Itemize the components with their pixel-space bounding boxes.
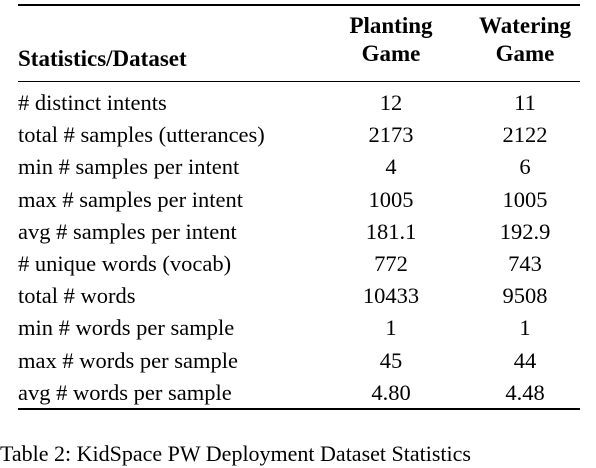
row-label: # unique words (vocab): [18, 251, 232, 276]
row-label: avg # words per sample: [18, 379, 232, 405]
watering-value: 2122: [502, 122, 548, 148]
row-label: total # words: [18, 283, 136, 309]
watering-value: 192.9: [499, 218, 551, 244]
watering-value: 11: [514, 90, 536, 115]
header-statistics-dataset: Statistics/Dataset: [18, 46, 187, 71]
watering-value: 743: [508, 251, 542, 276]
row-label: max # samples per intent: [18, 186, 243, 212]
table-row: max # samples per intent 1005 1005: [18, 184, 580, 216]
bottom-rule: [18, 408, 580, 410]
row-label: max # words per sample: [18, 347, 238, 373]
table-row: min # samples per intent 4 6: [18, 151, 580, 183]
table-row: # distinct intents 12 11: [18, 87, 580, 119]
header-planting-line2: Game: [361, 41, 421, 66]
table-row: avg # samples per intent 181.1 192.9: [18, 216, 580, 248]
watering-value: 1: [519, 315, 531, 341]
row-label: avg # samples per intent: [18, 218, 237, 244]
planting-value: 10433: [362, 283, 420, 309]
top-rule: [18, 4, 580, 6]
watering-value: 1005: [502, 186, 548, 212]
planting-value: 772: [374, 251, 408, 276]
header-watering-game: Watering Game: [455, 12, 595, 68]
row-label: # distinct intents: [18, 90, 167, 115]
watering-value: 4.48: [505, 379, 545, 405]
planting-value: 45: [379, 347, 403, 373]
header-planting-game: Planting Game: [321, 12, 461, 68]
watering-value: 6: [519, 154, 531, 180]
row-label: total # samples (utterances): [18, 122, 265, 148]
header-watering-line1: Watering: [479, 13, 571, 38]
watering-value: 44: [513, 347, 537, 373]
table-caption: Table 2: KidSpace PW Deployment Dataset …: [0, 441, 471, 466]
table-row: total # words 10433 9508: [18, 280, 580, 312]
table-row: min # words per sample 1 1: [18, 312, 580, 344]
planting-value: 12: [379, 90, 403, 115]
header-planting-line1: Planting: [349, 13, 433, 38]
table-row: max # words per sample 45 44: [18, 345, 580, 377]
table-row: # unique words (vocab) 772 743: [18, 248, 580, 280]
header-watering-line2: Game: [495, 41, 555, 66]
planting-value: 4.80: [371, 379, 411, 405]
planting-value: 2173: [368, 122, 414, 148]
table-row: total # samples (utterances) 2173 2122: [18, 119, 580, 151]
planting-value: 4: [385, 154, 397, 180]
planting-value: 1: [385, 315, 397, 341]
row-label: min # words per sample: [18, 315, 235, 341]
watering-value: 9508: [502, 283, 548, 309]
header-rule: [18, 81, 580, 82]
planting-value: 1005: [368, 186, 414, 212]
planting-value: 181.1: [365, 218, 417, 244]
row-label: min # samples per intent: [18, 154, 240, 180]
table-row: avg # words per sample 4.80 4.48: [18, 377, 580, 409]
